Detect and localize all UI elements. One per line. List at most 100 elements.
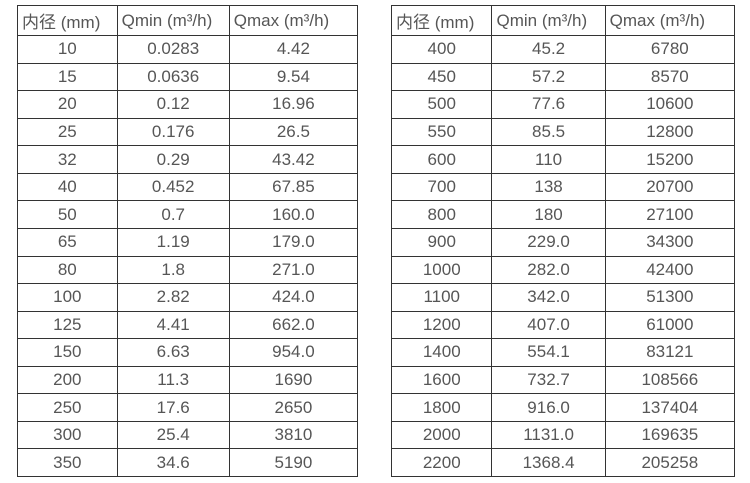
table-row: 1100 342.0 51300 (390, 283, 736, 312)
table-row: 1400 554.1 83121 (390, 338, 736, 367)
cell-qmin: 77.6 (491, 90, 606, 119)
cell-qmax: 8570 (604, 62, 736, 92)
cell-qmax: 6780 (604, 35, 736, 64)
column-header-inner-diameter: 内径 (mm) (17, 5, 118, 36)
cell-qmax: 42400 (604, 255, 736, 285)
cell-qmin: 0.0283 (116, 35, 230, 64)
table-row: 700 138 20700 (390, 172, 736, 202)
cell-inner-diameter: 1000 (390, 255, 493, 285)
cell-qmin: 57.2 (491, 62, 606, 92)
cell-inner-diameter: 32 (17, 145, 118, 174)
table-row: 200 11.3 1690 (17, 365, 359, 395)
cell-inner-diameter: 10 (17, 35, 118, 64)
cell-qmin: 0.12 (116, 90, 230, 119)
cell-qmin: 2.82 (116, 283, 230, 312)
cell-qmin: 0.452 (116, 172, 230, 202)
cell-qmax: 34300 (604, 227, 736, 257)
cell-qmax: 662.0 (228, 310, 359, 340)
cell-inner-diameter: 1600 (390, 365, 493, 395)
cell-qmin: 0.29 (116, 145, 230, 174)
cell-inner-diameter: 25 (17, 117, 118, 147)
cell-qmax: 2650 (228, 393, 359, 422)
cell-qmin: 732.7 (491, 365, 606, 395)
cell-inner-diameter: 1800 (390, 393, 493, 422)
cell-inner-diameter: 50 (17, 200, 118, 229)
table-row: 350 34.6 5190 (17, 448, 359, 477)
table-row: 10 0.0283 4.42 (17, 35, 359, 64)
cell-qmax: 9.54 (228, 62, 359, 92)
cell-qmin: 85.5 (491, 117, 606, 147)
cell-qmax: 169635 (604, 420, 736, 450)
table-row: 20 0.12 16.96 (17, 90, 359, 119)
cell-qmin: 6.63 (116, 338, 230, 367)
cell-inner-diameter: 125 (17, 310, 118, 340)
cell-inner-diameter: 250 (17, 393, 118, 422)
cell-inner-diameter: 80 (17, 255, 118, 285)
table-row: 800 180 27100 (390, 200, 736, 229)
cell-qmax: 16.96 (228, 90, 359, 119)
cell-qmin: 554.1 (491, 338, 606, 367)
cell-qmax: 424.0 (228, 283, 359, 312)
table-row: 15 0.0636 9.54 (17, 62, 359, 92)
table-row: 900 229.0 34300 (390, 227, 736, 257)
table-row: 1200 407.0 61000 (390, 310, 736, 340)
cell-inner-diameter: 700 (390, 172, 493, 202)
cell-inner-diameter: 40 (17, 172, 118, 202)
cell-qmax: 160.0 (228, 200, 359, 229)
cell-qmax: 4.42 (228, 35, 359, 64)
table-row: 100 2.82 424.0 (17, 283, 359, 312)
cell-qmin: 1.19 (116, 227, 230, 257)
cell-qmin: 0.0636 (116, 62, 230, 92)
table-row: 80 1.8 271.0 (17, 255, 359, 285)
cell-qmax: 1690 (228, 365, 359, 395)
cell-inner-diameter: 150 (17, 338, 118, 367)
cell-inner-diameter: 200 (17, 365, 118, 395)
cell-qmin: 110 (491, 145, 606, 174)
table-row: 25 0.176 26.5 (17, 117, 359, 147)
cell-qmax: 5190 (228, 448, 359, 477)
cell-qmax: 108566 (604, 365, 736, 395)
cell-inner-diameter: 500 (390, 90, 493, 119)
cell-qmin: 229.0 (491, 227, 606, 257)
cell-inner-diameter: 600 (390, 145, 493, 174)
cell-qmin: 282.0 (491, 255, 606, 285)
cell-inner-diameter: 2200 (390, 448, 493, 477)
table-row: 450 57.2 8570 (390, 62, 736, 92)
column-header-qmax: Qmax (m³/h) (604, 5, 736, 36)
table-row: 125 4.41 662.0 (17, 310, 359, 340)
cell-qmin: 17.6 (116, 393, 230, 422)
cell-qmin: 342.0 (491, 283, 606, 312)
cell-qmax: 83121 (604, 338, 736, 367)
table-row: 600 110 15200 (390, 145, 736, 174)
table-body: 10 0.0283 4.42 15 0.0636 9.54 20 0.12 16.96 25 0.1… (17, 35, 359, 477)
cell-qmax: 954.0 (228, 338, 359, 367)
table-row: 1600 732.7 108566 (390, 365, 736, 395)
table-row: 2000 1131.0 169635 (390, 420, 736, 450)
cell-qmax: 179.0 (228, 227, 359, 257)
cell-inner-diameter: 1100 (390, 283, 493, 312)
cell-inner-diameter: 400 (390, 35, 493, 64)
cell-qmax: 12800 (604, 117, 736, 147)
table-row: 150 6.63 954.0 (17, 338, 359, 367)
cell-qmin: 11.3 (116, 365, 230, 395)
column-header-qmin: Qmin (m³/h) (116, 5, 230, 36)
cell-qmin: 34.6 (116, 448, 230, 477)
cell-qmin: 407.0 (491, 310, 606, 340)
cell-qmax: 137404 (604, 393, 736, 422)
cell-qmin: 1131.0 (491, 420, 606, 450)
cell-inner-diameter: 350 (17, 448, 118, 477)
table-row: 400 45.2 6780 (390, 35, 736, 64)
flow-range-table-large-diameters: 内径 (mm) Qmin (m³/h) Qmax (m³/h) 400 45.2 6… (390, 5, 736, 477)
cell-qmax: 43.42 (228, 145, 359, 174)
cell-inner-diameter: 15 (17, 62, 118, 92)
column-header-qmax: Qmax (m³/h) (228, 5, 359, 36)
table-row: 250 17.6 2650 (17, 393, 359, 422)
cell-qmax: 15200 (604, 145, 736, 174)
cell-inner-diameter: 2000 (390, 420, 493, 450)
table-row: 65 1.19 179.0 (17, 227, 359, 257)
cell-qmax: 3810 (228, 420, 359, 450)
cell-inner-diameter: 100 (17, 283, 118, 312)
cell-qmax: 205258 (604, 448, 736, 477)
cell-inner-diameter: 550 (390, 117, 493, 147)
